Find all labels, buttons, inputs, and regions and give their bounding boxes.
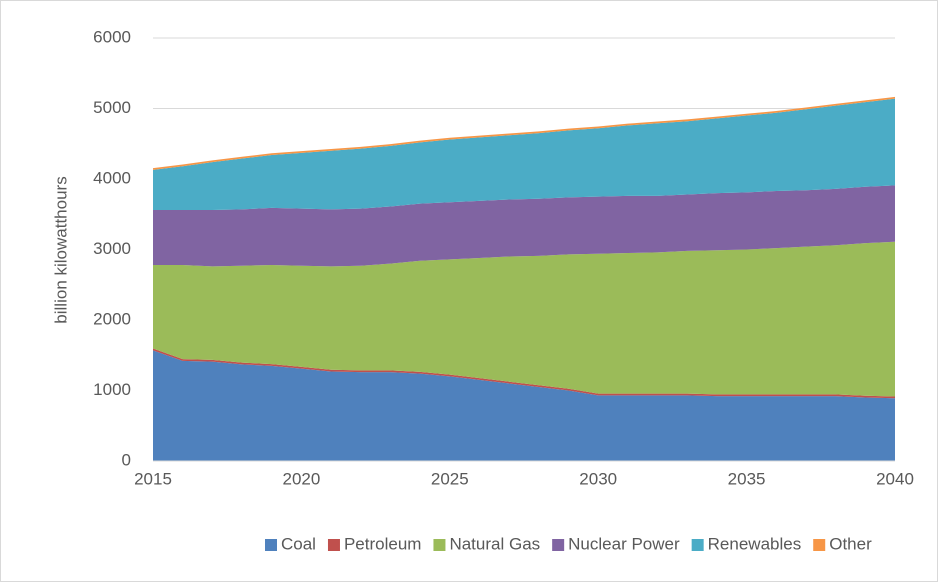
x-tick-label: 2035 xyxy=(728,469,766,488)
x-tick-label: 2020 xyxy=(282,469,320,488)
y-tick-label: 0 xyxy=(122,450,131,469)
y-tick-label: 6000 xyxy=(93,27,131,46)
legend-swatch xyxy=(552,539,565,551)
area xyxy=(153,350,895,461)
area xyxy=(153,185,895,267)
legend-label: Natural Gas xyxy=(449,534,540,553)
legend-swatch xyxy=(433,539,446,551)
y-tick-label: 1000 xyxy=(93,380,131,399)
y-tick-label: 4000 xyxy=(93,168,131,187)
area xyxy=(153,241,895,397)
x-tick-label: 2015 xyxy=(134,469,172,488)
y-tick-label: 3000 xyxy=(93,239,131,258)
legend-label: Coal xyxy=(281,534,316,553)
legend-swatch xyxy=(691,539,704,551)
y-tick-label: 5000 xyxy=(93,98,131,117)
legend-label: Other xyxy=(829,534,872,553)
legend-label: Renewables xyxy=(708,534,802,553)
legend-label: Petroleum xyxy=(344,534,421,553)
area xyxy=(153,96,895,170)
legend-label: Nuclear Power xyxy=(568,534,680,553)
y-tick-label: 2000 xyxy=(93,309,131,328)
x-tick-label: 2030 xyxy=(579,469,617,488)
legend-swatch xyxy=(327,539,340,551)
legend-swatch xyxy=(265,539,277,551)
y-axis-label: billion kilowatthours xyxy=(51,176,70,323)
legend-swatch xyxy=(813,539,826,551)
x-tick-label: 2025 xyxy=(431,469,469,488)
x-tick-label: 2040 xyxy=(876,469,914,488)
area xyxy=(153,98,895,211)
